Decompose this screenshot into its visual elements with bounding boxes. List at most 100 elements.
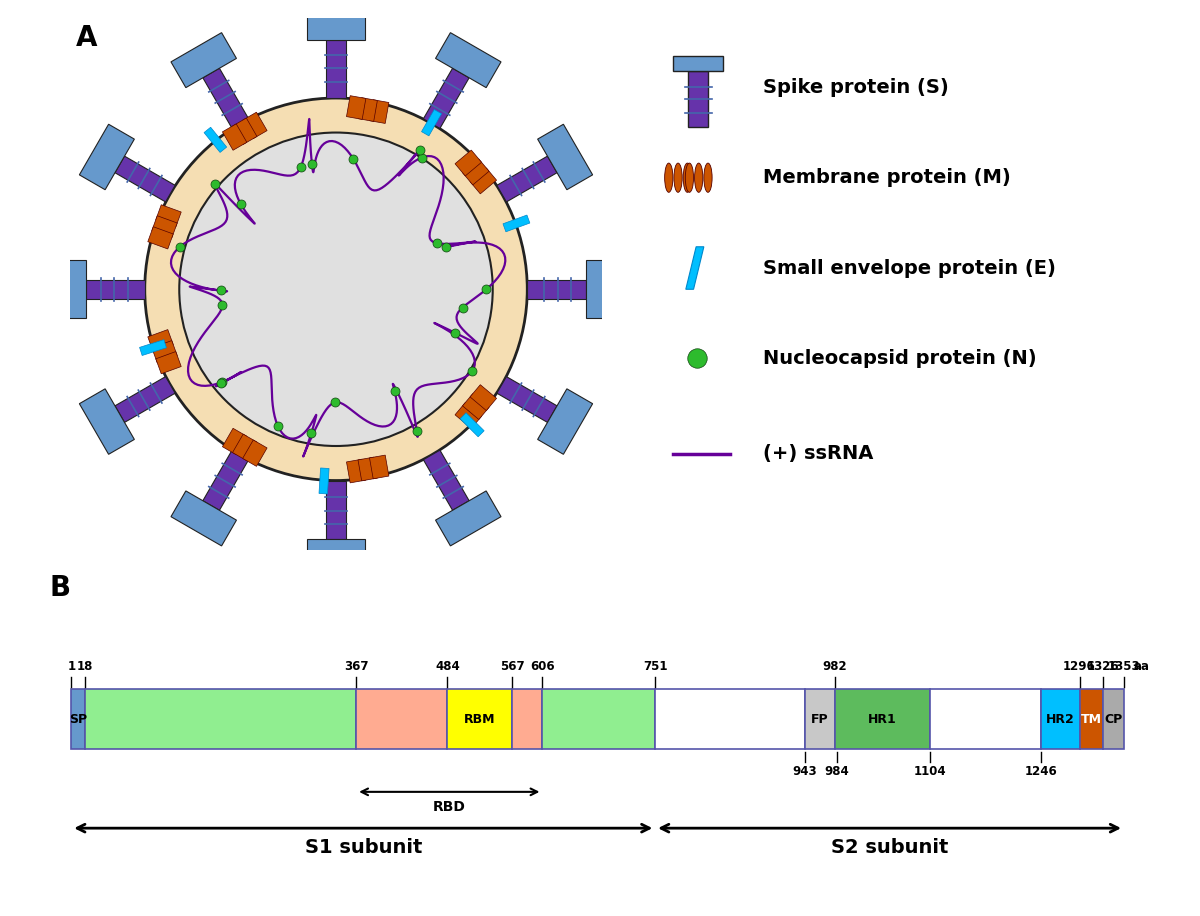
Polygon shape bbox=[436, 33, 502, 88]
Text: Nucleocapsid protein (N): Nucleocapsid protein (N) bbox=[763, 349, 1037, 368]
Polygon shape bbox=[203, 69, 248, 128]
Ellipse shape bbox=[665, 163, 673, 192]
Polygon shape bbox=[424, 69, 469, 128]
Text: 1246: 1246 bbox=[1025, 765, 1057, 779]
Polygon shape bbox=[421, 110, 442, 136]
Polygon shape bbox=[436, 491, 502, 546]
Text: CP: CP bbox=[1104, 713, 1122, 725]
Polygon shape bbox=[115, 156, 175, 202]
Polygon shape bbox=[79, 388, 134, 454]
Polygon shape bbox=[156, 205, 181, 227]
Text: TM: TM bbox=[1081, 713, 1102, 725]
Polygon shape bbox=[470, 385, 497, 410]
Bar bbox=[1040, 689, 1080, 749]
Bar bbox=[655, 689, 805, 749]
Polygon shape bbox=[370, 455, 389, 479]
Text: B: B bbox=[49, 574, 71, 602]
Polygon shape bbox=[242, 440, 268, 466]
Polygon shape bbox=[233, 434, 257, 461]
Text: FP: FP bbox=[811, 713, 829, 725]
Bar bbox=[1080, 689, 1103, 749]
Circle shape bbox=[179, 133, 493, 446]
Polygon shape bbox=[686, 246, 704, 289]
Polygon shape bbox=[347, 95, 366, 119]
Polygon shape bbox=[203, 450, 248, 510]
Text: 567: 567 bbox=[499, 660, 524, 673]
Text: Membrane protein (M): Membrane protein (M) bbox=[763, 169, 1010, 187]
Circle shape bbox=[145, 98, 527, 481]
Text: Spike protein (S): Spike protein (S) bbox=[763, 78, 949, 97]
Polygon shape bbox=[307, 539, 365, 569]
Polygon shape bbox=[56, 260, 86, 319]
Bar bbox=[84, 689, 356, 749]
Text: 1: 1 bbox=[67, 660, 76, 673]
Text: 367: 367 bbox=[344, 660, 368, 673]
Polygon shape bbox=[326, 481, 346, 539]
Polygon shape bbox=[242, 112, 268, 138]
Text: 1326: 1326 bbox=[1086, 660, 1120, 673]
Polygon shape bbox=[204, 127, 227, 152]
Text: RBD: RBD bbox=[433, 801, 466, 814]
Text: aa: aa bbox=[1133, 660, 1150, 673]
Text: HR2: HR2 bbox=[1045, 713, 1074, 725]
Text: 606: 606 bbox=[530, 660, 554, 673]
Bar bbox=[448, 689, 512, 749]
Polygon shape bbox=[538, 125, 593, 190]
Polygon shape bbox=[222, 429, 247, 454]
Polygon shape bbox=[470, 168, 497, 194]
Polygon shape bbox=[233, 118, 257, 145]
Bar bbox=[1103, 689, 1124, 749]
Polygon shape bbox=[497, 376, 557, 422]
Polygon shape bbox=[79, 125, 134, 190]
Text: 484: 484 bbox=[434, 660, 460, 673]
Ellipse shape bbox=[685, 163, 694, 192]
Text: HR1: HR1 bbox=[868, 713, 896, 725]
Polygon shape bbox=[358, 457, 377, 481]
Polygon shape bbox=[455, 150, 481, 176]
Polygon shape bbox=[462, 159, 490, 185]
Text: 751: 751 bbox=[643, 660, 667, 673]
Text: SP: SP bbox=[68, 713, 88, 725]
Polygon shape bbox=[462, 394, 490, 420]
Text: 1296: 1296 bbox=[1063, 660, 1096, 673]
Bar bbox=[835, 689, 930, 749]
Bar bbox=[542, 689, 655, 749]
Ellipse shape bbox=[704, 163, 712, 192]
Polygon shape bbox=[358, 98, 377, 122]
Polygon shape bbox=[527, 279, 586, 299]
Text: 1104: 1104 bbox=[913, 765, 947, 779]
Text: A: A bbox=[76, 24, 97, 51]
Text: S2 subunit: S2 subunit bbox=[830, 838, 948, 856]
Text: S1 subunit: S1 subunit bbox=[305, 838, 422, 856]
Text: 1353: 1353 bbox=[1108, 660, 1140, 673]
Polygon shape bbox=[319, 468, 329, 494]
Ellipse shape bbox=[695, 163, 703, 192]
Text: 984: 984 bbox=[824, 765, 848, 779]
Polygon shape bbox=[370, 100, 389, 124]
Text: 18: 18 bbox=[77, 660, 92, 673]
Polygon shape bbox=[586, 260, 616, 319]
Polygon shape bbox=[326, 39, 346, 98]
Bar bbox=[71, 689, 84, 749]
Ellipse shape bbox=[683, 163, 691, 192]
Polygon shape bbox=[152, 216, 178, 238]
Polygon shape bbox=[424, 450, 469, 510]
Polygon shape bbox=[115, 376, 175, 422]
Bar bbox=[930, 689, 1040, 749]
Polygon shape bbox=[170, 33, 236, 88]
Text: RBM: RBM bbox=[464, 713, 496, 725]
Bar bbox=[673, 56, 724, 71]
Polygon shape bbox=[307, 10, 365, 39]
Bar bbox=[356, 689, 448, 749]
Ellipse shape bbox=[674, 163, 682, 192]
Polygon shape bbox=[148, 330, 173, 352]
Polygon shape bbox=[139, 340, 167, 355]
Polygon shape bbox=[152, 341, 178, 363]
Text: (+) ssRNA: (+) ssRNA bbox=[763, 444, 874, 463]
Polygon shape bbox=[170, 491, 236, 546]
Text: 982: 982 bbox=[823, 660, 847, 673]
Polygon shape bbox=[455, 403, 481, 429]
Bar bbox=[512, 689, 542, 749]
Polygon shape bbox=[347, 459, 366, 483]
Polygon shape bbox=[538, 388, 593, 454]
